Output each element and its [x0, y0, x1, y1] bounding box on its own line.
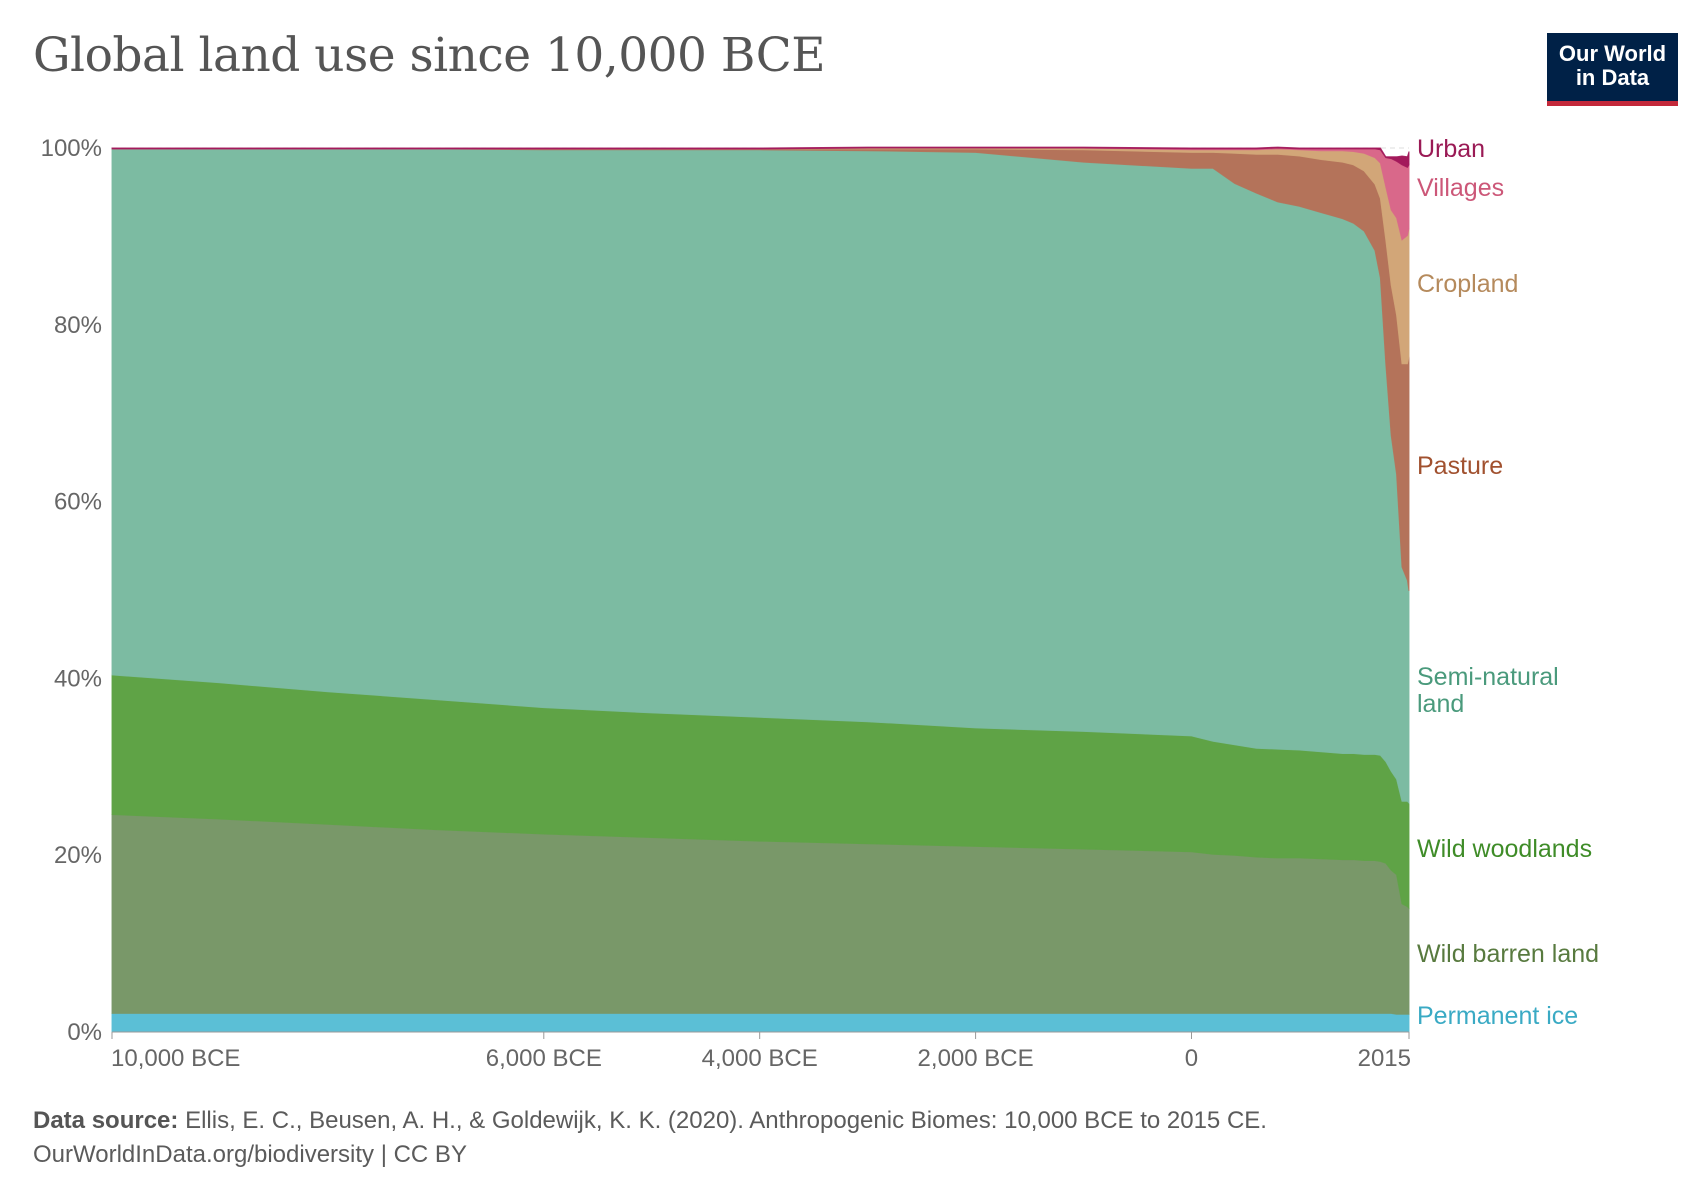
- series-label-urban: Urban: [1417, 135, 1485, 163]
- area-urban: [111, 146, 1410, 169]
- owid-logo[interactable]: Our World in Data: [1547, 33, 1678, 106]
- footer-url[interactable]: OurWorldInData.org/biodiversity | CC BY: [33, 1141, 467, 1168]
- data-source-text: Ellis, E. C., Beusen, A. H., & Goldewijk…: [185, 1107, 1267, 1134]
- y-tick-label-80: 80%: [54, 312, 102, 339]
- y-tick-label-20: 20%: [54, 842, 102, 869]
- logo-line-2: in Data: [1575, 65, 1650, 90]
- x-tick-label: 0: [1185, 1045, 1198, 1072]
- logo-line-1: Our World: [1558, 41, 1667, 66]
- data-source-label: Data source:: [33, 1107, 179, 1134]
- series-label-cropland: Cropland: [1417, 270, 1518, 298]
- x-tick-label: 2,000 BCE: [918, 1045, 1034, 1072]
- x-tick-label: 4,000 BCE: [702, 1045, 818, 1072]
- series-label-villages: Villages: [1417, 174, 1504, 202]
- y-axis-ticks: 0% 20% 40% 60% 80% 100%: [41, 135, 102, 1046]
- area-series: [111, 146, 1410, 1033]
- chart-footer: Data source: Ellis, E. C., Beusen, A. H.…: [33, 1104, 1267, 1172]
- x-tick-label: 10,000 BCE: [111, 1045, 240, 1072]
- y-tick-label-100: 100%: [41, 135, 102, 162]
- data-source-line: Data source: Ellis, E. C., Beusen, A. H.…: [33, 1104, 1267, 1138]
- series-label-wild-barren-land: Wild barren land: [1417, 940, 1599, 968]
- y-tick-label-0: 0%: [67, 1019, 102, 1046]
- series-label-pasture: Pasture: [1417, 452, 1503, 480]
- x-tick-label: 2015: [1358, 1045, 1411, 1072]
- area-permanent-ice: [111, 1012, 1410, 1033]
- series-labels: Urban Villages Cropland Pasture Semi-natural…: [1417, 135, 1599, 1030]
- series-label-wild-woodlands: Wild woodlands: [1417, 835, 1592, 863]
- chart-title: Global land use since 10,000 BCE: [33, 28, 826, 83]
- stacked-area-chart: 0% 20% 40% 60% 80% 100% 10,000 BCE 6,000 BCE 4,…: [41, 135, 1599, 1072]
- x-axis: 10,000 BCE 6,000 BCE 4,000 BCE 2,000 BCE 0 20…: [111, 1031, 1411, 1072]
- series-label-permanent-ice: Permanent ice: [1417, 1002, 1578, 1030]
- series-label-semi-natural-land: Semi-natural land: [1417, 663, 1559, 718]
- y-tick-label-40: 40%: [54, 665, 102, 692]
- y-tick-label-60: 60%: [54, 489, 102, 516]
- x-tick-label: 6,000 BCE: [486, 1045, 602, 1072]
